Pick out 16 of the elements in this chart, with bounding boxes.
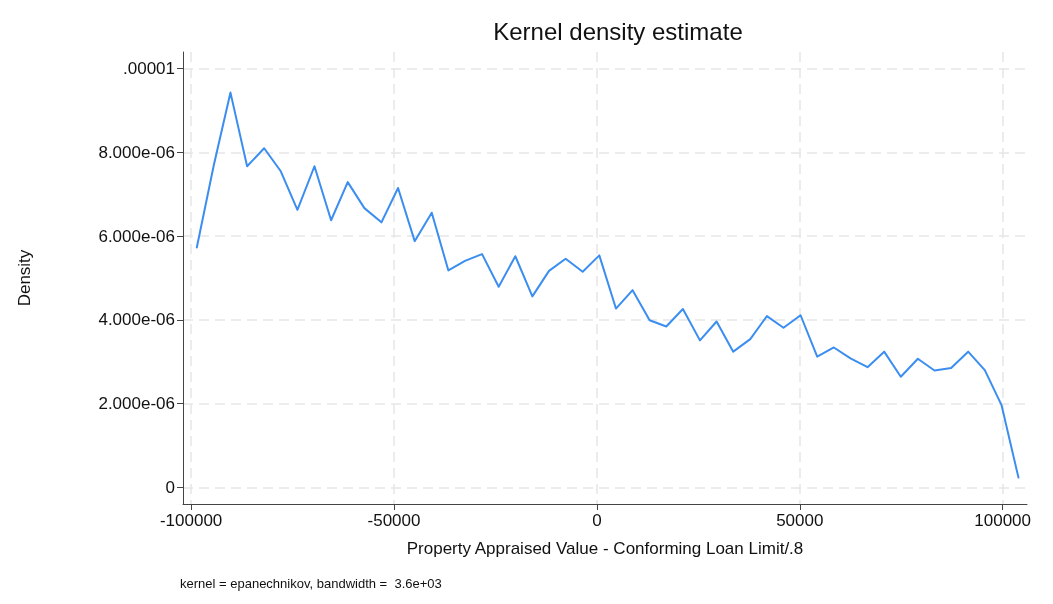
x-tick-label: 100000 <box>974 511 1032 530</box>
line-series <box>195 91 1020 479</box>
y-axis-title: Density <box>15 249 34 307</box>
x-axis-title: Property Appraised Value - Conforming Loan Limit/.8 <box>406 539 804 558</box>
y-tick-label: 8.000e-06 <box>98 142 175 162</box>
y-tick-label: .00001 <box>123 59 175 79</box>
text: kernel = epanechnikov, bandwidth = 3.6e+03 <box>180 576 442 591</box>
y-tick-label: 2.000e-06 <box>98 394 175 414</box>
chart-title: Kernel density estimate <box>493 17 743 45</box>
y-tick-label: 6.000e-06 <box>98 226 175 246</box>
x-tick-label: -100000 <box>159 511 223 530</box>
x-tick-label: 0 <box>592 511 602 530</box>
y-tick-label: 4.000e-06 <box>98 310 175 330</box>
x-tick-label: -50000 <box>367 511 421 530</box>
x-tick-label: 50000 <box>776 511 824 530</box>
y-tick-label: 0 <box>165 477 175 497</box>
